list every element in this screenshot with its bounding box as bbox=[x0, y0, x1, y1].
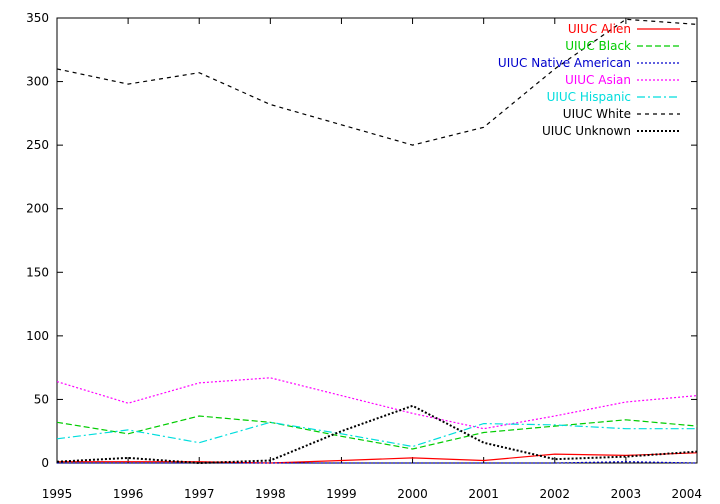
series-lines bbox=[56, 18, 698, 465]
y-tick-label: 0 bbox=[41, 456, 49, 470]
legend-label: UIUC Unknown bbox=[542, 124, 631, 138]
x-tick-label: 1996 bbox=[113, 487, 144, 501]
y-tick-label: 200 bbox=[26, 202, 49, 216]
series-line-uiuc-alien bbox=[57, 452, 698, 464]
legend-label: UIUC Black bbox=[565, 39, 631, 53]
series-line-uiuc-native-american bbox=[57, 461, 698, 464]
legend-label: UIUC Native American bbox=[498, 56, 631, 70]
y-tick-label: 100 bbox=[26, 329, 49, 343]
legend-label: UIUC Alien bbox=[568, 22, 631, 36]
axis-ticks: 0 50 100 150 200 250 300 350 1995 1996 1997 1998 199… bbox=[26, 11, 702, 501]
x-tick-label: 1997 bbox=[184, 487, 215, 501]
legend-label: UIUC Asian bbox=[565, 73, 631, 87]
x-tick-label: 1995 bbox=[42, 487, 73, 501]
legend-label: UIUC White bbox=[563, 107, 631, 121]
series-line-uiuc-unknown bbox=[56, 404, 698, 465]
x-tick-label: 1999 bbox=[326, 487, 357, 501]
legend-label: UIUC Hispanic bbox=[547, 90, 631, 104]
series-line-uiuc-asian bbox=[56, 377, 698, 430]
legend: UIUC Alien UIUC Black UIUC Native American… bbox=[498, 22, 680, 138]
x-tick-label: 2001 bbox=[468, 487, 499, 501]
series-line-uiuc-white bbox=[56, 18, 698, 146]
x-tick-label: 2003 bbox=[611, 487, 642, 501]
x-tick-label: 2000 bbox=[397, 487, 428, 501]
y-tick-label: 350 bbox=[26, 11, 49, 25]
y-tick-label: 250 bbox=[26, 138, 49, 152]
series-line-uiuc-black bbox=[56, 415, 698, 450]
y-tick-label: 300 bbox=[26, 75, 49, 89]
y-tick-label: 50 bbox=[34, 392, 49, 406]
x-tick-label: 2004 bbox=[671, 487, 702, 501]
series-line-uiuc-hispanic bbox=[56, 421, 697, 448]
x-tick-label: 2002 bbox=[540, 487, 571, 501]
x-tick-label: 1998 bbox=[255, 487, 286, 501]
y-tick-label: 150 bbox=[26, 265, 49, 279]
